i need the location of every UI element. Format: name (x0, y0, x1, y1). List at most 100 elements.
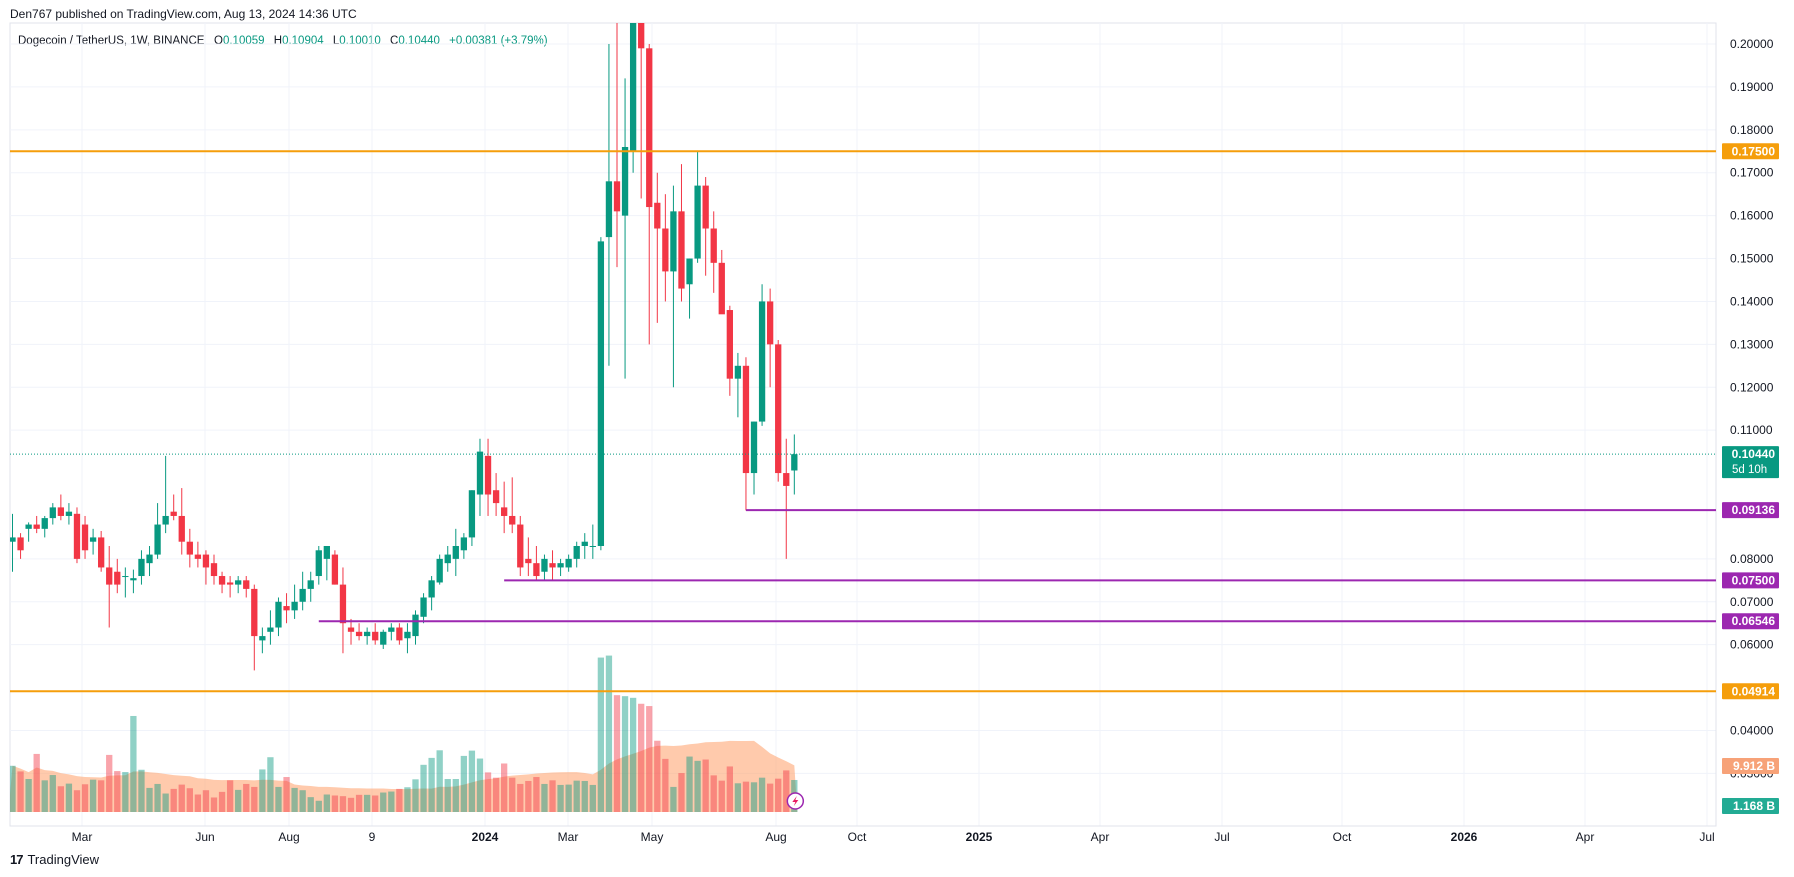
candle[interactable] (380, 629, 387, 649)
candle[interactable] (114, 558, 121, 594)
candle[interactable] (154, 503, 161, 559)
candle[interactable] (533, 545, 540, 581)
candle[interactable] (629, 0, 637, 173)
candle[interactable] (194, 541, 202, 568)
candle[interactable] (323, 545, 330, 581)
candle[interactable] (178, 488, 185, 555)
candle[interactable] (299, 571, 306, 611)
candle[interactable] (57, 494, 65, 521)
candle[interactable] (73, 507, 81, 564)
candle[interactable] (476, 438, 484, 516)
candle[interactable] (436, 554, 443, 585)
candle[interactable] (347, 618, 355, 645)
candle[interactable] (355, 623, 363, 641)
candle[interactable] (573, 541, 580, 568)
candle[interactable] (742, 357, 750, 511)
candle[interactable] (589, 524, 596, 559)
candle[interactable] (218, 571, 226, 594)
candle[interactable] (49, 503, 56, 525)
candle[interactable] (291, 584, 298, 619)
candle[interactable] (694, 151, 701, 263)
candle[interactable] (452, 528, 459, 577)
candle[interactable] (734, 352, 742, 418)
tradingview-brand[interactable]: 17 TradingView (10, 852, 99, 867)
candle[interactable] (170, 494, 177, 521)
candle[interactable] (146, 545, 153, 577)
candle[interactable] (17, 533, 24, 559)
candle[interactable] (621, 78, 629, 379)
candle[interactable] (396, 623, 403, 645)
candle[interactable] (710, 211, 717, 293)
candle[interactable] (331, 550, 339, 585)
candle[interactable] (549, 550, 556, 581)
candle[interactable] (251, 584, 258, 671)
candle[interactable] (428, 576, 435, 611)
candle[interactable] (646, 44, 653, 345)
candle[interactable] (202, 550, 210, 585)
candle[interactable] (670, 185, 677, 388)
candle[interactable] (492, 473, 500, 516)
candle[interactable] (654, 172, 661, 323)
candle[interactable] (517, 515, 524, 577)
candle[interactable] (339, 567, 347, 654)
candle[interactable] (420, 593, 427, 624)
candle[interactable] (89, 528, 97, 555)
candle[interactable] (235, 576, 242, 594)
candle[interactable] (726, 305, 733, 396)
candle[interactable] (33, 515, 40, 534)
candle[interactable] (613, 18, 621, 268)
candle[interactable] (259, 627, 266, 654)
candle[interactable] (41, 515, 48, 538)
candle[interactable] (718, 249, 725, 315)
candle[interactable] (581, 533, 588, 559)
candle[interactable] (243, 576, 250, 598)
candle[interactable] (388, 623, 395, 641)
candle[interactable] (267, 610, 274, 645)
candle[interactable] (750, 421, 758, 495)
candle[interactable] (460, 533, 468, 559)
candle[interactable] (791, 434, 798, 495)
candle[interactable] (307, 571, 314, 602)
candle[interactable] (541, 554, 548, 581)
candle[interactable] (138, 550, 145, 585)
candle[interactable] (484, 438, 492, 516)
candle[interactable] (509, 477, 516, 534)
candle[interactable] (783, 438, 790, 559)
candle[interactable] (662, 194, 669, 302)
candle[interactable] (686, 258, 693, 319)
candle[interactable] (186, 528, 193, 568)
candle[interactable] (766, 288, 774, 388)
candle[interactable] (557, 558, 564, 577)
candle[interactable] (226, 576, 234, 598)
candle[interactable] (565, 554, 572, 572)
candle[interactable] (210, 554, 218, 585)
candle[interactable] (638, 0, 645, 199)
candle[interactable] (106, 545, 113, 628)
candle[interactable] (9, 513, 16, 572)
candle[interactable] (98, 530, 105, 572)
candle[interactable] (25, 522, 32, 542)
candle[interactable] (468, 490, 476, 546)
candle[interactable] (597, 237, 605, 551)
candle[interactable] (372, 623, 379, 645)
candle[interactable] (412, 610, 419, 645)
candle[interactable] (275, 597, 282, 637)
candle[interactable] (162, 455, 169, 534)
candle[interactable] (702, 177, 709, 276)
candle[interactable] (678, 164, 685, 302)
candle[interactable] (758, 284, 766, 426)
candle[interactable] (444, 545, 451, 572)
candle[interactable] (404, 623, 411, 654)
candle[interactable] (315, 545, 322, 585)
candle[interactable] (65, 503, 73, 525)
candle[interactable] (363, 627, 371, 645)
candle[interactable] (775, 340, 782, 482)
candle[interactable] (283, 593, 290, 624)
candle[interactable] (122, 567, 129, 598)
candle[interactable] (81, 515, 89, 559)
candle[interactable] (605, 44, 613, 366)
candle[interactable] (525, 537, 532, 577)
candle[interactable] (501, 481, 508, 534)
candle[interactable] (130, 569, 137, 594)
